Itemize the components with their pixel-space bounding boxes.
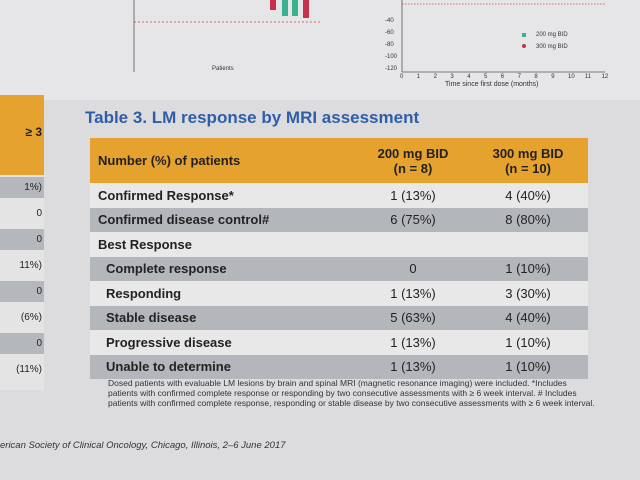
row-label: Stable disease [106,310,197,326]
y-tick-label: -60 [385,30,394,36]
table-row: Confirmed Response* 1 (13%) 4 (40%) [90,183,588,208]
y-tick-label: -40 [385,18,394,24]
table-cell: 1 (13%) [390,285,436,301]
y-tick-label: -100 [385,54,398,60]
table-cell: 1 (13%) [390,359,436,375]
x-tick-label: 7 [518,74,522,80]
x-axis-label: Time since first dose (months) [445,81,539,88]
table-cell: 1 (13%) [390,187,436,203]
y-tick-label: -120 [385,66,398,72]
row-label: Confirmed disease control# [98,212,270,228]
table-cell: 4 (40%) [505,187,551,203]
x-tick-label: 4 [467,74,471,80]
table-row: Confirmed disease control# 6 (75%) 8 (80%) [90,207,588,232]
side-table: ≥ 3 1%) 0 0 11%) 0 (6%) 0 (11%) [0,95,44,390]
x-tick-label: 5 [484,74,488,80]
chart-area: Patients 0 1 2 3 4 5 6 7 8 9 10 11 12-40-60-80-100-1… [0,0,640,100]
table-row: Complete response 0 1 (10%) [90,256,588,281]
table-cell: 6 (75%) [390,212,436,228]
table-cell [358,232,468,257]
x-tick-label: 3 [450,74,454,80]
x-tick-label: 2 [434,74,438,80]
header-cell: 200 mg BID (n = 8) [377,145,449,176]
x-tick-label: 0 [400,74,404,80]
row-label: Complete response [106,261,227,277]
table-cell: 1 (10%) [505,261,551,277]
table-cell: 0 [409,261,417,277]
header-cell: 300 mg BID (n = 10) [492,145,564,176]
side-header: ≥ 3 [0,120,44,145]
x-tick-label: 12 [602,74,609,80]
x-tick-label: 6 [501,74,505,80]
table-cell: 1 (10%) [505,359,551,375]
row-label: Responding [106,285,182,301]
table-cell: 1 (10%) [505,334,551,350]
table-cell: 3 (30%) [505,285,551,301]
side-cell [0,95,44,120]
legend-label: 200 mg BID [536,32,568,38]
row-label: Progressive disease [106,334,232,350]
side-cell: 0 [0,281,44,302]
table-row: Stable disease 5 (63%) 4 (40%) [90,305,588,330]
header-cell: Number (%) of patients [98,153,241,168]
x-tick-label: 8 [534,74,538,80]
table-cell: 4 (40%) [505,310,551,326]
table-title: Table 3. LM response by MRI assessment [85,108,420,127]
row-label: Confirmed Response* [98,187,234,203]
footer: erican Society of Clinical Oncology, Chi… [0,440,286,451]
x-tick-label: 11 [585,74,592,80]
x-tick-label: 1 [417,74,421,80]
table-row: Unable to determine 1 (13%) 1 (10%) [90,354,588,379]
side-cell: 0 [0,203,44,224]
legend-label: 300 mg BID [536,44,568,50]
table-cell: 1 (13%) [390,334,436,350]
row-label: Unable to determine [106,359,231,375]
side-cell: 0 [0,333,44,354]
side-cell [0,145,44,175]
table-cell: 5 (63%) [390,310,436,326]
row-label: Best Response [98,236,192,252]
table-cell [468,232,588,257]
side-cell: (6%) [0,307,44,328]
side-cell: 1%) [0,177,44,198]
y-tick-label: -80 [385,42,394,48]
table-row: Best Response [90,232,588,257]
table-cell: 8 (80%) [505,212,551,228]
x-axis-label: Patients [212,66,234,72]
x-tick-label: 10 [568,74,575,80]
table-row: Progressive disease 1 (13%) 1 (10%) [90,330,588,355]
table-row: Responding 1 (13%) 3 (30%) [90,281,588,306]
header-row: Number (%) of patients 200 mg BID (n = 8… [90,138,588,183]
footnote: Dosed patients with evaluable LM lesions… [108,378,595,408]
x-tick-label: 9 [551,74,555,80]
table: Number (%) of patients 200 mg BID (n = 8… [90,138,588,379]
side-cell: (11%) [0,359,44,380]
side-cell: 11%) [0,255,44,276]
side-cell: 0 [0,229,44,250]
